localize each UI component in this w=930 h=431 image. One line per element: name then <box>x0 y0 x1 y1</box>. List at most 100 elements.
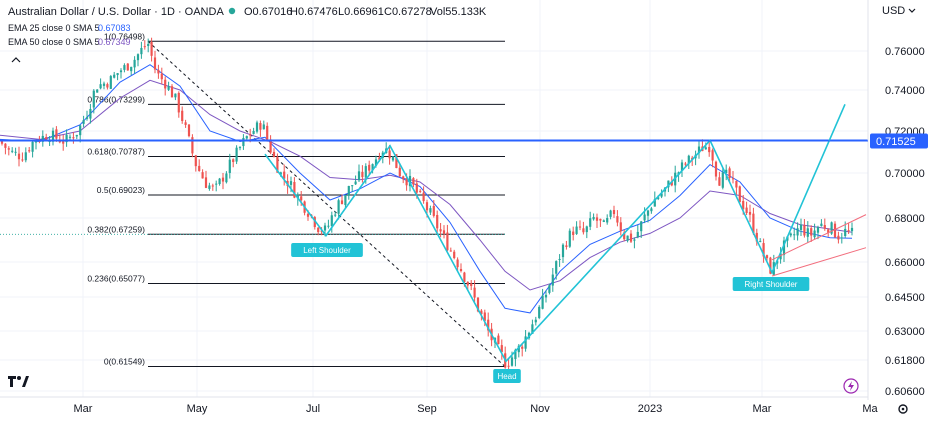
channel-upper-line[interactable] <box>771 214 867 261</box>
y-tick-label: 0.68000 <box>885 213 925 225</box>
candle-body <box>755 232 758 242</box>
candle-body <box>143 46 146 48</box>
x-tick-label: Sep <box>417 403 437 415</box>
candle-body <box>813 230 816 238</box>
candle-body <box>565 245 568 247</box>
candle-body <box>555 261 558 274</box>
candle-body <box>133 59 136 68</box>
left-shoulder-label-bg[interactable] <box>291 243 363 257</box>
x-tick-label: Jul <box>306 403 320 415</box>
candle-body <box>823 225 826 229</box>
y-tick-label: 0.76000 <box>885 46 925 58</box>
candle-body <box>422 192 425 202</box>
candle-body <box>810 228 813 236</box>
tradingview-logo[interactable] <box>8 376 29 387</box>
y-tick-label: 0.61800 <box>885 355 925 367</box>
candle-body <box>561 244 565 258</box>
channel-lower-line[interactable] <box>771 247 867 277</box>
candle-body <box>28 150 31 152</box>
candle-body <box>17 153 21 160</box>
candle-body <box>68 136 72 138</box>
candle-body <box>102 83 106 86</box>
candle-body <box>483 312 486 321</box>
candle-body <box>398 167 401 177</box>
gear-icon[interactable] <box>898 404 908 414</box>
time-axis[interactable]: Mar May Jul Sep Nov 2023 Mar Ma <box>74 403 879 415</box>
candle-body <box>820 223 823 227</box>
candle-body <box>153 57 157 70</box>
symbol-title[interactable]: Australian Dollar / U.S. Dollar · 1D · O… <box>8 6 224 18</box>
candle-body <box>487 319 490 331</box>
candle-body <box>320 230 323 232</box>
candle-body <box>589 218 592 227</box>
head-shoulders-pattern[interactable] <box>264 103 846 363</box>
candle-body <box>531 324 534 334</box>
ohlc-high: H0.67476 <box>290 6 338 18</box>
candle-body <box>65 134 68 143</box>
ohlc-low: L0.66961 <box>338 6 384 18</box>
candle-body <box>446 232 449 251</box>
candle-body <box>568 230 571 247</box>
candle-body <box>670 181 673 186</box>
fib-retracement[interactable]: 1(0.76498) 0.786(0.73299) 0.618(0.70787) 0.… <box>0 31 506 367</box>
fib-level-label: 0.786(0.73299) <box>87 94 145 104</box>
candle-body <box>497 335 500 345</box>
candle-body <box>106 84 109 88</box>
candle-body <box>272 151 276 157</box>
candle-body <box>296 194 299 199</box>
ema50-value: 0.67349 <box>98 37 131 47</box>
x-tick-label: May <box>187 403 208 415</box>
chevron-down-icon[interactable] <box>908 8 916 13</box>
candle-body <box>456 259 459 268</box>
lightning-icon[interactable] <box>843 378 859 394</box>
left-shoulder-label: Left Shoulder <box>303 246 351 255</box>
candle-body <box>762 243 765 257</box>
candle-body <box>191 137 194 154</box>
candle-body <box>606 218 609 223</box>
candle-body <box>184 122 187 125</box>
candle-body <box>769 257 772 274</box>
candle-body <box>283 171 286 179</box>
candle-body <box>4 143 7 148</box>
candle-body <box>208 185 211 189</box>
candle-body <box>521 346 524 349</box>
candle-body <box>41 135 44 142</box>
candle-body <box>667 180 670 188</box>
ema50-label[interactable]: EMA 50 close 0 SMA 5 <box>8 37 100 47</box>
candle-body <box>711 150 714 161</box>
candle-body <box>249 134 252 136</box>
candle-body <box>687 155 690 164</box>
candle-body <box>415 183 418 193</box>
candle-body <box>616 216 619 223</box>
candle-body <box>232 159 235 163</box>
candle-body <box>82 120 85 124</box>
candle-body <box>147 43 150 47</box>
candle-body <box>225 173 228 183</box>
candle-body <box>96 89 99 93</box>
ema25-label[interactable]: EMA 25 close 0 SMA 5 <box>8 23 100 33</box>
candle-body <box>578 226 582 228</box>
y-tick-label: 0.64500 <box>885 292 925 304</box>
fib-level-label: 1(0.76498) <box>104 31 145 41</box>
candle-body <box>517 345 520 353</box>
head-label: Head <box>497 372 516 381</box>
candle-body <box>782 240 786 256</box>
candle-body <box>109 76 112 89</box>
candle-body <box>731 178 735 180</box>
candle-body <box>317 227 320 233</box>
currency-label[interactable]: USD <box>882 5 905 17</box>
pattern-layer[interactable]: Left Shoulder Head Right Shoulder <box>0 103 868 383</box>
candle-body <box>847 230 850 232</box>
candle-body <box>170 86 174 98</box>
candle-body <box>473 287 476 298</box>
candle-body <box>126 63 129 71</box>
right-shoulder-label-bg[interactable] <box>732 277 810 291</box>
y-tick-label: 0.74000 <box>885 85 925 97</box>
head-label-bg[interactable] <box>493 369 521 383</box>
x-tick-label: Mar <box>74 403 93 415</box>
candle-body <box>276 156 279 173</box>
candle-body <box>228 159 231 173</box>
collapse-legend-icon[interactable] <box>11 57 21 63</box>
